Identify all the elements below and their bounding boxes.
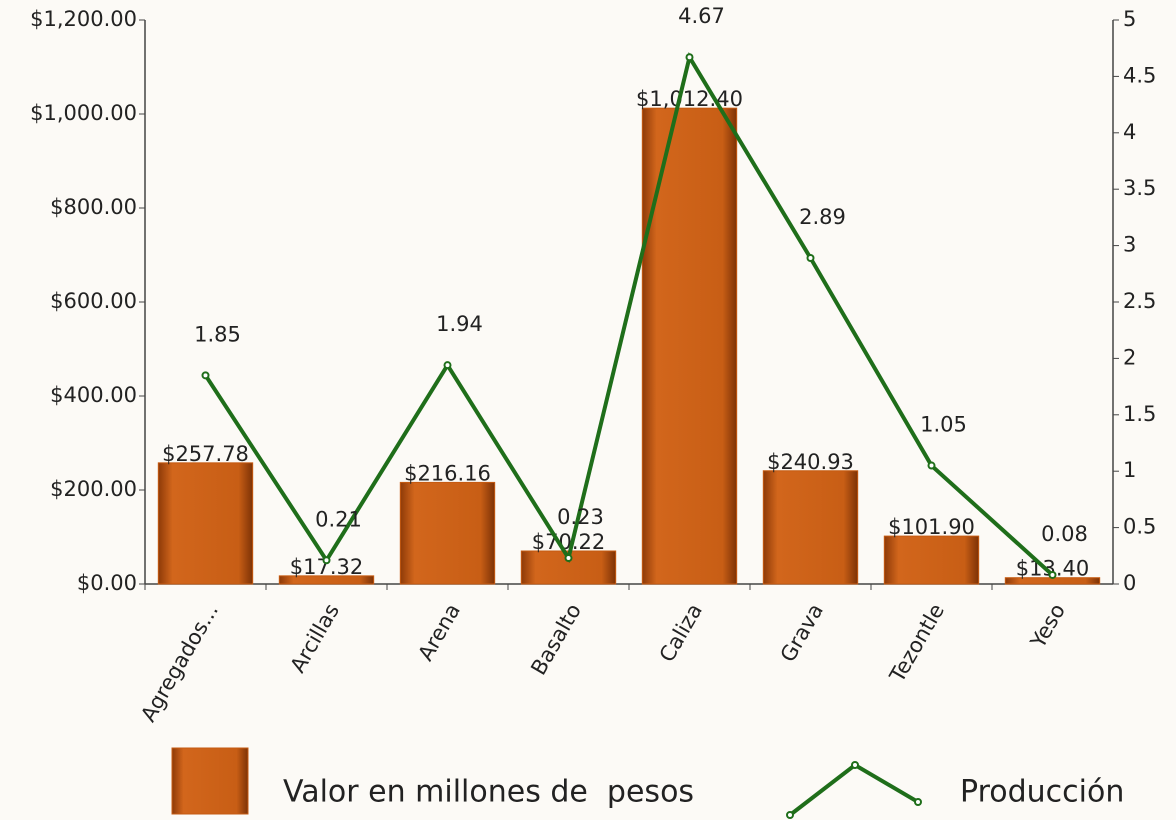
line-point [927,461,936,470]
x-tick-label: Tezontle [885,600,949,688]
y-tick-label: $0.00 [77,571,137,595]
y2-tick-label: 0 [1123,571,1136,595]
line-point [201,371,210,380]
bar-value-label: $216.16 [404,461,491,485]
bar [641,107,738,585]
x-tick-label: Grava [776,600,828,667]
legend-point [786,811,794,819]
legend-point [851,761,859,769]
legend-point [914,798,922,806]
line-value-label: 0.23 [557,505,604,529]
line-value-label: 4.67 [678,4,725,28]
line-point [685,53,694,62]
line-point [1048,570,1057,579]
bar [278,575,375,585]
y-tick-label: $1,200.00 [30,7,137,31]
y-tick-label: $800.00 [50,195,137,219]
y2-tick-label: 1.5 [1123,402,1156,426]
y2-tick-label: 4.5 [1123,63,1156,87]
line-point [564,554,573,563]
line-point [322,556,331,565]
legend-line [788,762,920,817]
bar-value-label: $240.93 [767,450,854,474]
line-value-label: 1.94 [436,312,483,336]
y-tick-label: $400.00 [50,383,137,407]
y2-tick-label: 4 [1123,120,1136,144]
bar [762,470,859,585]
bar-value-label: $1,012.40 [636,87,743,111]
line-value-label: 1.05 [920,413,967,437]
y2-tick-label: 0.5 [1123,515,1156,539]
bar [399,481,496,585]
y2-tick-label: 3 [1123,233,1136,257]
bar-value-label: $257.78 [162,442,249,466]
y2-tick-label: 3.5 [1123,176,1156,200]
y2-tick-label: 5 [1123,7,1136,31]
legend-label: Valor en millones de pesos [283,775,694,810]
bar [157,462,254,585]
x-tick-label: Basalto [526,600,586,680]
bar [883,535,980,585]
x-tick-label: Arcillas [286,600,344,677]
y-tick-label: $1,000.00 [30,101,137,125]
line-value-label: 0.08 [1041,522,1088,546]
x-tick-label: Yeso [1025,600,1070,653]
y-tick-label: $200.00 [50,477,137,501]
line-value-label: 1.85 [194,322,241,346]
legend-label: Producción [960,775,1124,810]
bar-value-label: $101.90 [888,515,975,539]
line-point [806,254,815,263]
y2-tick-label: 2 [1123,345,1136,369]
x-tick-label: Caliza [655,600,707,667]
line-value-label: 0.21 [315,507,362,531]
line-point [443,361,452,370]
y2-tick-label: 1 [1123,458,1136,482]
line-value-label: 2.89 [799,205,846,229]
x-tick-label: Arena [413,600,465,665]
y-tick-label: $600.00 [50,289,137,313]
y2-tick-label: 2.5 [1123,289,1156,313]
x-tick-label: Agregados... [136,600,223,726]
line [203,52,1054,577]
legend-swatch [171,747,249,815]
